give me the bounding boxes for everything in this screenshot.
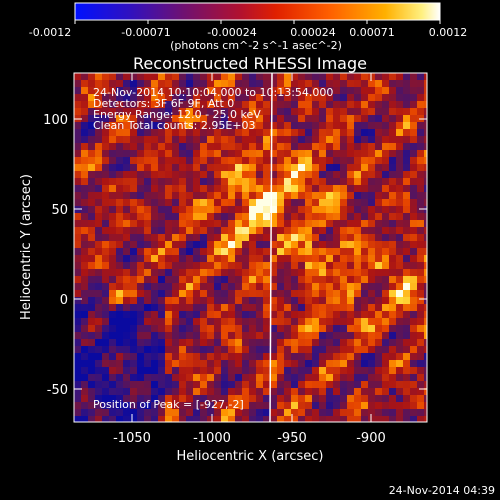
x-tick-label: -900 bbox=[356, 431, 386, 446]
peak-position-label: Position of Peak = [-927,-2] bbox=[93, 398, 244, 411]
footer-timestamp: 24-Nov-2014 04:39 bbox=[389, 484, 495, 497]
y-tick-label: 0 bbox=[60, 293, 68, 308]
colorbar-tick-label: -0.00071 bbox=[121, 26, 170, 39]
y-tick-label: 50 bbox=[51, 203, 68, 218]
colorbar-tick-label: 0.00024 bbox=[290, 26, 336, 39]
colorbar-tick-label: 0.00071 bbox=[349, 26, 395, 39]
colorbar-tick-label: 0.0012 bbox=[429, 26, 468, 39]
y-tick-label: -50 bbox=[47, 383, 68, 398]
y-tick-label: 100 bbox=[43, 113, 68, 128]
x-tick-label: -1000 bbox=[193, 431, 231, 446]
x-tick-label: -1050 bbox=[113, 431, 151, 446]
x-axis-label: Heliocentric X (arcsec) bbox=[177, 449, 324, 464]
annotation-time-range: 24-Nov-2014 10:10:04.000 to 10:13:54.000 bbox=[93, 86, 333, 99]
colorbar-unit-label: (photons cm^-2 s^-1 asec^-2) bbox=[170, 39, 342, 52]
annotation-energy: Energy Range: 12.0 - 25.0 keV bbox=[93, 108, 261, 121]
image-pixels bbox=[74, 73, 427, 422]
solar-limb-line bbox=[269, 73, 273, 422]
plot-frame bbox=[73, 72, 428, 423]
y-axis-label: Heliocentric Y (arcsec) bbox=[19, 174, 34, 320]
y-axis-ticks bbox=[74, 118, 427, 390]
plot-title: Reconstructed RHESSI Image bbox=[133, 54, 367, 73]
colorbar bbox=[74, 2, 441, 21]
colorbar-ticks bbox=[74, 20, 441, 24]
x-tick-label: -950 bbox=[277, 431, 307, 446]
colorbar-tick-label: -0.0012 bbox=[29, 26, 71, 39]
colorbar-tick-label: -0.00024 bbox=[207, 26, 256, 39]
x-axis-ticks bbox=[131, 73, 372, 422]
annotation-detectors: Detectors: 3F 6F 9F, Att 0 bbox=[93, 97, 234, 110]
annotation-clean: Clean Total counts: 2.95E+03 bbox=[93, 119, 256, 132]
